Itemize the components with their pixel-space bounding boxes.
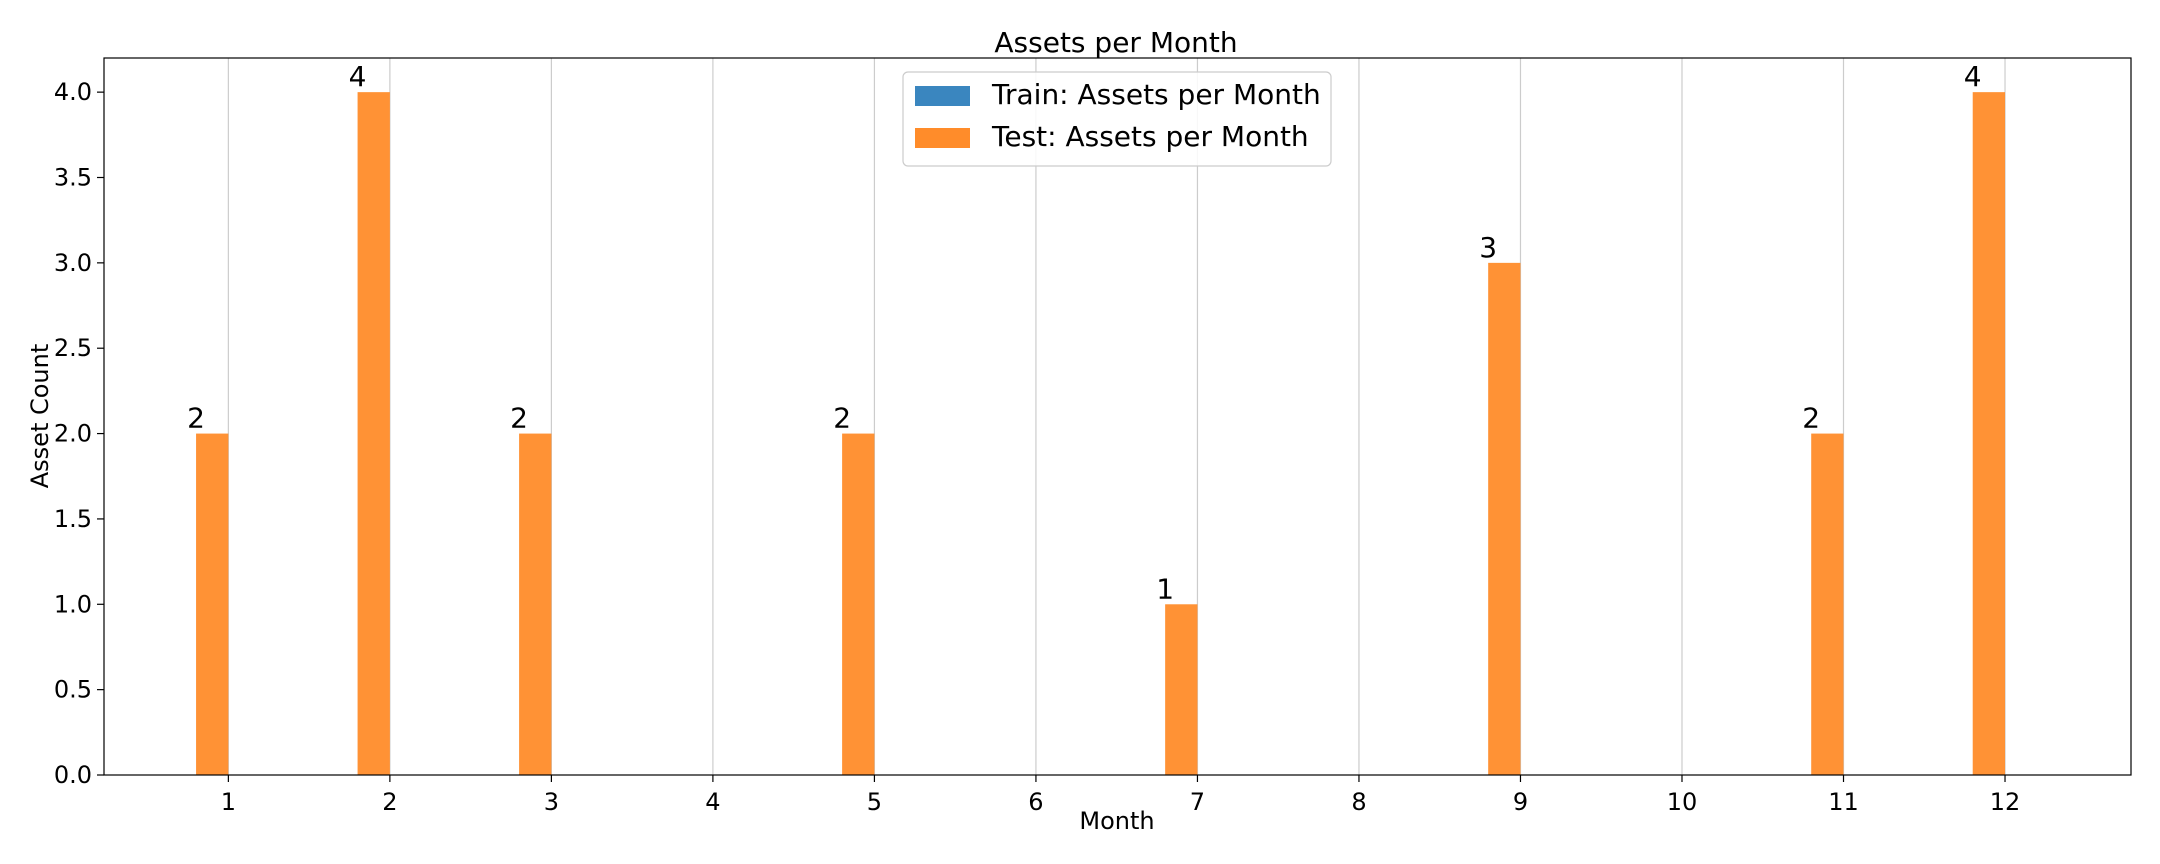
x-axis-ticks: 1 2 3 4 5 6 7 8 9 10 11 12: [221, 775, 2021, 816]
x-tick-label-6: 6: [1028, 788, 1043, 816]
data-label-month-12: 4: [1964, 60, 1982, 93]
bar-test-month-9: [1488, 262, 1521, 775]
x-tick-label-1: 1: [221, 788, 236, 816]
chart-title: Assets per Month: [994, 26, 1237, 59]
bar-test-month-2: [357, 92, 390, 775]
y-tick-label-0: 0.0: [54, 761, 92, 789]
data-label-month-9: 3: [1479, 231, 1497, 264]
y-tick-label-2: 1.0: [54, 590, 92, 618]
legend-frame: [902, 71, 1332, 167]
y-tick-label-6: 3.0: [54, 249, 92, 277]
y-tick-label-5: 2.5: [54, 334, 92, 362]
bar-test-month-3: [519, 433, 552, 775]
bar-test-month-11: [1811, 433, 1844, 775]
x-tick-label-12: 12: [1990, 788, 2021, 816]
bars: [196, 92, 2006, 775]
x-tick-label-2: 2: [382, 788, 397, 816]
data-label-month-1: 2: [187, 402, 205, 435]
legend-swatch-train: [915, 86, 970, 106]
legend: Train: Assets per Month Test: Assets per…: [902, 71, 1332, 167]
x-tick-label-8: 8: [1351, 788, 1366, 816]
legend-swatch-test: [915, 128, 970, 148]
x-tick-label-9: 9: [1513, 788, 1528, 816]
plot-area: [103, 57, 2132, 776]
legend-label-test: Test: Assets per Month: [991, 120, 1309, 153]
bar-test-month-7: [1165, 604, 1198, 775]
data-label-month-2: 4: [349, 60, 367, 93]
x-tick-label-7: 7: [1190, 788, 1205, 816]
bar-test-month-1: [196, 433, 229, 775]
y-tick-label-3: 1.5: [54, 505, 92, 533]
data-label-month-11: 2: [1802, 402, 1820, 435]
bar-test-month-12: [1972, 92, 2006, 775]
x-axis-label: Month: [1079, 807, 1154, 835]
y-tick-label-8: 4.0: [54, 78, 92, 106]
y-tick-label-4: 2.0: [54, 420, 92, 448]
x-tick-label-3: 3: [544, 788, 559, 816]
legend-label-train: Train: Assets per Month: [991, 78, 1321, 111]
data-label-month-7: 1: [1156, 572, 1174, 605]
bar-test-month-5: [842, 433, 875, 775]
data-labels: 2 4 2 2 1 3 2 4: [187, 60, 1981, 605]
y-axis-ticks: 0.0 0.5 1.0 1.5 2.0 2.5 3.0 3.5 4.0: [54, 78, 104, 789]
x-tick-label-10: 10: [1667, 788, 1698, 816]
data-label-month-5: 2: [833, 402, 851, 435]
x-tick-label-5: 5: [867, 788, 882, 816]
y-axis-label: Asset Count: [26, 344, 54, 489]
x-tick-label-4: 4: [705, 788, 720, 816]
y-tick-label-7: 3.5: [54, 164, 92, 192]
data-label-month-3: 2: [510, 402, 528, 435]
x-tick-label-11: 11: [1828, 788, 1859, 816]
y-tick-label-1: 0.5: [54, 676, 92, 704]
